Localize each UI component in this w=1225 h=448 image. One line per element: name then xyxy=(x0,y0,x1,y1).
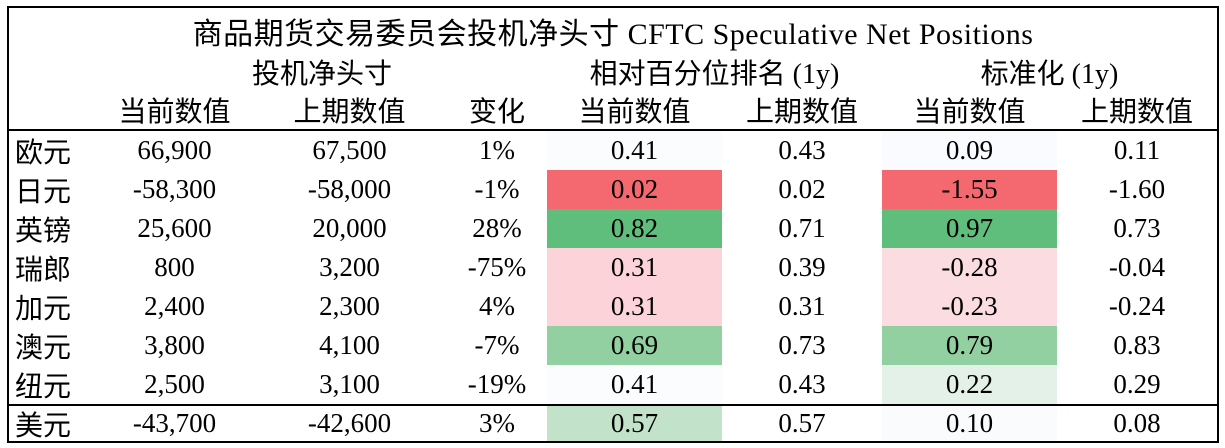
std-current-cell: 0.10 xyxy=(882,406,1057,441)
spec-current-cell: 800 xyxy=(154,252,195,282)
std-previous-cell: -0.24 xyxy=(1108,291,1166,321)
spec-previous-cell: 67,500 xyxy=(312,135,387,165)
std-current-cell: -0.28 xyxy=(882,248,1057,287)
column-group-standardized-1y: 标准化 (1y) xyxy=(980,59,1119,90)
spec-current-cell: 2,500 xyxy=(144,369,205,399)
spec-current-cell: 2,400 xyxy=(144,291,205,321)
std-current-cell: 0.22 xyxy=(882,365,1057,404)
std-previous-cell: 0.29 xyxy=(1113,369,1161,399)
pct-previous-cell: 0.02 xyxy=(778,174,826,204)
std-previous-cell: -0.04 xyxy=(1108,252,1166,282)
pct-previous-cell: 0.57 xyxy=(778,408,826,438)
table-title-row: 商品期货交易委员会投机净头寸 CFTC Speculative Net Posi… xyxy=(9,8,1217,53)
spec-previous-cell: 3,100 xyxy=(319,369,380,399)
spec-current-cell: -43,700 xyxy=(132,408,217,438)
pct-previous-cell: 0.39 xyxy=(778,252,826,282)
change-cell: 3% xyxy=(479,408,515,438)
table-title: 商品期货交易委员会投机净头寸 CFTC Speculative Net Posi… xyxy=(192,17,1034,51)
std-current-cell: 0.97 xyxy=(882,209,1057,248)
spec-current-cell: 25,600 xyxy=(137,213,212,243)
std-current-cell: 0.09 xyxy=(882,131,1057,170)
table-row-aud: 澳元 3,800 4,100 -7% 0.69 0.73 0.79 0.83 xyxy=(9,326,1217,365)
cftc-positions-table: 商品期货交易委员会投机净头寸 CFTC Speculative Net Posi… xyxy=(7,6,1219,443)
change-cell: -7% xyxy=(474,330,520,360)
change-cell: -1% xyxy=(474,174,520,204)
subheader-std-current: 当前数值 xyxy=(913,97,1026,128)
pct-previous-cell: 0.71 xyxy=(778,213,826,243)
change-cell: -75% xyxy=(467,252,527,282)
subheader-change: 变化 xyxy=(468,97,525,128)
pct-current-cell: 0.02 xyxy=(547,170,722,209)
pct-previous-cell: 0.31 xyxy=(778,291,826,321)
spec-previous-cell: -42,600 xyxy=(307,408,392,438)
std-previous-cell: 0.83 xyxy=(1113,330,1161,360)
pct-current-cell: 0.69 xyxy=(547,326,722,365)
subheader-spec-current: 当前数值 xyxy=(118,97,231,128)
std-previous-cell: -1.60 xyxy=(1108,174,1166,204)
change-cell: 1% xyxy=(479,135,515,165)
spec-previous-cell: 3,200 xyxy=(319,252,380,282)
pct-previous-cell: 0.43 xyxy=(778,135,826,165)
std-current-cell: -1.55 xyxy=(882,170,1057,209)
row-label: 日元 xyxy=(15,176,72,208)
spec-previous-cell: -58,000 xyxy=(307,174,392,204)
change-cell: -19% xyxy=(467,369,527,399)
change-cell: 4% xyxy=(479,291,515,321)
column-group-header-row: 投机净头寸 相对百分位排名 (1y) 标准化 (1y) xyxy=(9,53,1217,91)
group-header-spacer xyxy=(9,53,97,91)
pct-current-cell: 0.57 xyxy=(547,406,722,441)
std-previous-cell: 0.08 xyxy=(1113,408,1161,438)
std-current-cell: -0.23 xyxy=(882,287,1057,326)
table-row-eur: 欧元 66,900 67,500 1% 0.41 0.43 0.09 0.11 xyxy=(9,131,1217,170)
column-group-speculative-net-positions: 投机净头寸 xyxy=(251,59,392,90)
pct-current-cell: 0.31 xyxy=(547,248,722,287)
table-row-cad: 加元 2,400 2,300 4% 0.31 0.31 -0.23 -0.24 xyxy=(9,287,1217,326)
row-label: 纽元 xyxy=(15,371,72,403)
std-current-cell: 0.79 xyxy=(882,326,1057,365)
subheader-pct-previous: 上期数值 xyxy=(745,97,858,128)
row-label: 加元 xyxy=(15,293,72,325)
row-label: 瑞郎 xyxy=(15,254,72,286)
spec-previous-cell: 4,100 xyxy=(319,330,380,360)
spec-current-cell: -58,300 xyxy=(132,174,217,204)
spec-previous-cell: 2,300 xyxy=(319,291,380,321)
pct-current-cell: 0.82 xyxy=(547,209,722,248)
std-previous-cell: 0.11 xyxy=(1113,135,1161,165)
spec-current-cell: 66,900 xyxy=(137,135,212,165)
row-label: 美元 xyxy=(15,410,72,442)
pct-current-cell: 0.41 xyxy=(547,365,722,404)
pct-previous-cell: 0.43 xyxy=(778,369,826,399)
row-label: 欧元 xyxy=(15,137,72,169)
table-row-usd: 美元 -43,700 -42,600 3% 0.57 0.57 0.10 0.0… xyxy=(9,404,1217,441)
spec-current-cell: 3,800 xyxy=(144,330,205,360)
subheader-spacer xyxy=(9,91,97,129)
pct-previous-cell: 0.73 xyxy=(778,330,826,360)
table-row-jpy: 日元 -58,300 -58,000 -1% 0.02 0.02 -1.55 -… xyxy=(9,170,1217,209)
spec-previous-cell: 20,000 xyxy=(312,213,387,243)
change-cell: 28% xyxy=(472,213,522,243)
subheader-spec-previous: 上期数值 xyxy=(293,97,406,128)
subheader-row: 当前数值 上期数值 变化 当前数值 上期数值 当前数值 上期数值 xyxy=(9,91,1217,131)
column-group-relative-percentile-rank-1y: 相对百分位排名 (1y) xyxy=(589,59,840,90)
subheader-std-previous: 上期数值 xyxy=(1080,97,1193,128)
pct-current-cell: 0.31 xyxy=(547,287,722,326)
subheader-pct-current: 当前数值 xyxy=(578,97,691,128)
row-label: 英镑 xyxy=(15,215,72,247)
table-row-nzd: 纽元 2,500 3,100 -19% 0.41 0.43 0.22 0.29 xyxy=(9,365,1217,404)
pct-current-cell: 0.41 xyxy=(547,131,722,170)
std-previous-cell: 0.73 xyxy=(1113,213,1161,243)
table-row-gbp: 英镑 25,600 20,000 28% 0.82 0.71 0.97 0.73 xyxy=(9,209,1217,248)
row-label: 澳元 xyxy=(15,332,72,364)
table-row-chf: 瑞郎 800 3,200 -75% 0.31 0.39 -0.28 -0.04 xyxy=(9,248,1217,287)
